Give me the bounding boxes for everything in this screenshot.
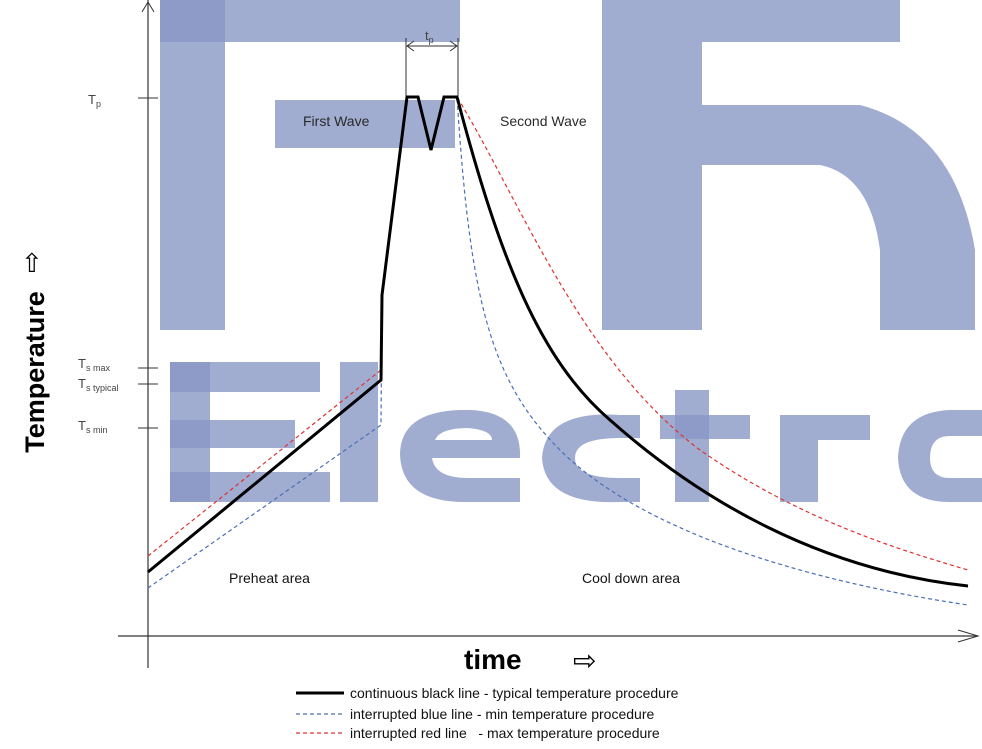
tp-dimension-label: tp xyxy=(425,28,434,45)
watermark-f-top xyxy=(160,0,460,42)
y-axis-title-group: Temperature xyxy=(20,291,50,453)
legend-item-min: interrupted blue line - min temperature … xyxy=(350,706,654,722)
y-axis-arrow: ⇨ xyxy=(16,251,46,273)
legend-item-max: interrupted red line - max temperature p… xyxy=(350,725,660,741)
legend: continuous black line - typical temperat… xyxy=(296,685,679,741)
min-temperature-curve xyxy=(147,96,969,606)
tick-tp: Tp xyxy=(88,92,101,109)
watermark xyxy=(160,0,982,503)
typical-temperature-curve xyxy=(147,95,969,588)
legend-item-typical: continuous black line - typical temperat… xyxy=(350,685,679,701)
axes xyxy=(118,0,980,668)
tick-ts-typical: Ts typical xyxy=(78,376,118,393)
curves xyxy=(147,95,969,606)
preheat-area-label: Preheat area xyxy=(229,570,310,586)
y-axis-arrowhead xyxy=(141,1,155,13)
second-wave-label: Second Wave xyxy=(500,113,587,129)
tick-ts-min: Ts min xyxy=(78,418,107,435)
tp-dimension: tp xyxy=(405,28,459,96)
watermark-r-leg xyxy=(702,105,975,330)
watermark-r-stem xyxy=(602,0,702,330)
x-axis-arrowhead xyxy=(957,629,980,643)
tick-ts-max: Ts max xyxy=(78,356,110,373)
watermark-r-top xyxy=(702,0,900,42)
cooldown-area-label: Cool down area xyxy=(582,570,680,586)
y-ticks: Tp Ts max Ts typical Ts min xyxy=(78,92,158,435)
x-axis-arrow: ⇨ xyxy=(573,645,596,676)
first-wave-label: First Wave xyxy=(303,113,370,129)
y-axis-arrow-group: ⇨ xyxy=(16,251,46,273)
max-temperature-curve xyxy=(147,96,969,571)
watermark-f-stem xyxy=(160,0,225,330)
y-axis-title: Temperature xyxy=(20,291,50,453)
x-axis-title: time xyxy=(464,644,522,675)
